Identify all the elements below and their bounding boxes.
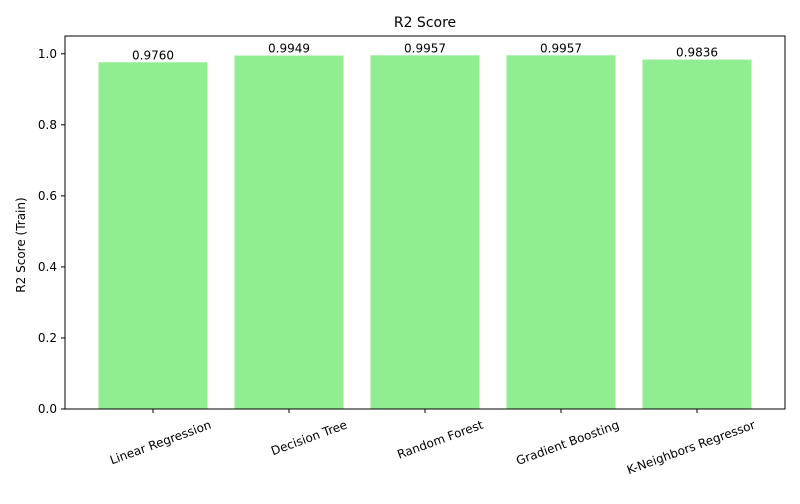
- chart-title: R2 Score: [394, 15, 456, 31]
- y-tick-label: 1.0: [38, 47, 57, 61]
- x-tick-label: Gradient Boosting: [514, 418, 621, 468]
- bar-value-label: 0.9949: [268, 42, 310, 56]
- x-axis-ticks: Linear Regression Decision Tree Random For…: [108, 409, 757, 477]
- bar: [234, 55, 344, 410]
- x-tick-label: K-Neighbors Regressor: [625, 418, 757, 478]
- y-tick-label: 0.8: [38, 118, 57, 132]
- value-labels-layer: 0.9760 0.9949 0.9957 0.9957 0.9836: [132, 41, 718, 62]
- y-axis-ticks: 0.0 0.2 0.4 0.6 0.8 1.0: [38, 47, 65, 416]
- plot-frame: [64, 35, 786, 410]
- bar: [98, 62, 208, 409]
- bar-value-label: 0.9836: [676, 46, 718, 60]
- bar-value-label: 0.9957: [540, 41, 582, 55]
- x-tick-label: Random Forest: [395, 418, 485, 462]
- bar-value-label: 0.9957: [404, 41, 446, 55]
- y-tick-label: 0.6: [38, 189, 57, 203]
- bar: [642, 59, 752, 410]
- bar: [506, 55, 616, 409]
- y-tick-label: 0.2: [38, 331, 57, 345]
- y-tick-label: 0.0: [38, 402, 57, 416]
- y-tick-label: 0.4: [38, 260, 57, 274]
- x-tick-label: Linear Regression: [108, 418, 213, 468]
- y-axis-label: R2 Score (Train): [14, 197, 28, 292]
- x-tick-label: Decision Tree: [269, 418, 349, 458]
- bar-value-label: 0.9760: [132, 48, 174, 62]
- bars-layer: [98, 55, 752, 410]
- bar: [370, 55, 480, 409]
